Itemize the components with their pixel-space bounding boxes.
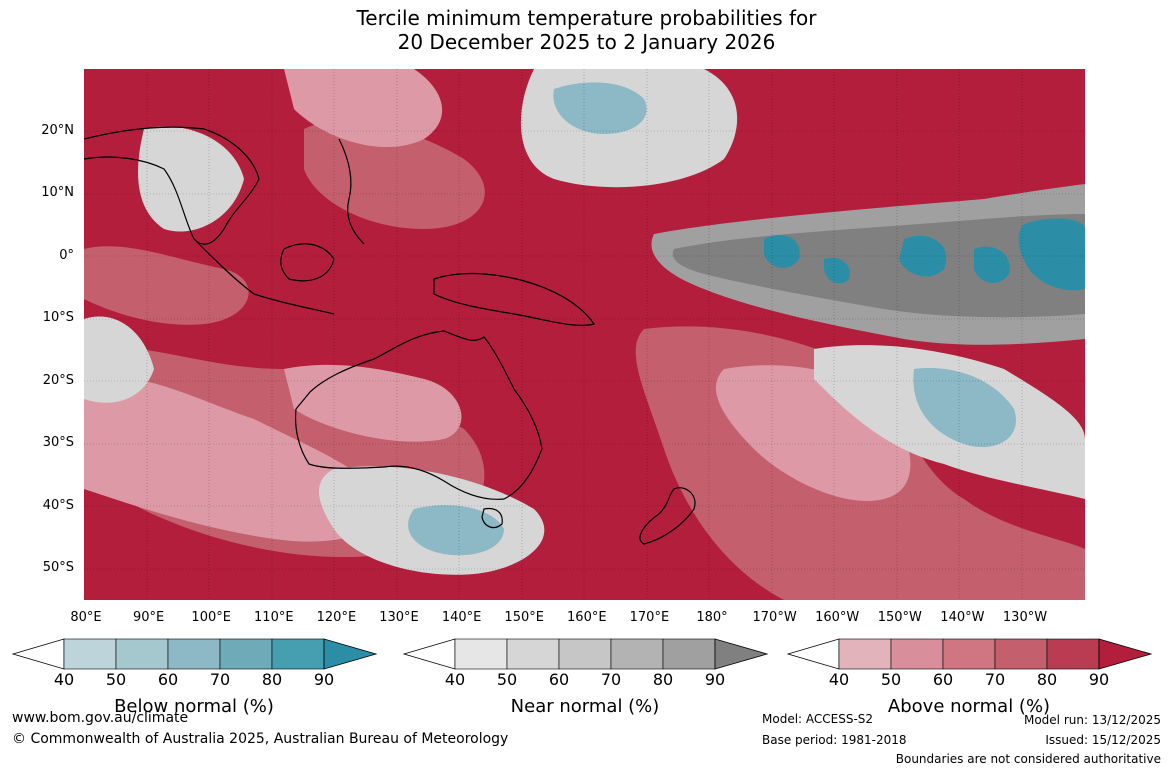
longitude-label: 110°E (254, 610, 294, 625)
colorbar (403, 638, 769, 670)
colorbar (787, 638, 1153, 670)
colorbar-segment (1046, 638, 1100, 670)
colorbar-low-extension (403, 638, 456, 670)
se-asia-coastline (84, 126, 260, 245)
colorbar-segment (662, 638, 716, 670)
colorbar-segment (838, 638, 892, 670)
latitude-label: 30°S (42, 435, 74, 450)
colorbar-segment (271, 638, 325, 670)
colorbar-tick-label: 80 (1036, 670, 1058, 689)
longitude-label: 170°W (752, 610, 797, 625)
colorbar-tick-label: 90 (704, 670, 726, 689)
longitude-label: 180° (696, 610, 728, 625)
colorbar-tick-label: 80 (652, 670, 674, 689)
colorbar-tick-label: 90 (1088, 670, 1110, 689)
colorbar-title: Above normal (%) (887, 696, 1051, 717)
footer-issued: Issued: 15/12/2025 (1045, 733, 1161, 747)
colorbar-segment (115, 638, 169, 670)
colorbar-segment (454, 638, 508, 670)
longitude-label: 160°E (567, 610, 607, 625)
australia-coastline (294, 330, 543, 500)
longitude-label: 120°E (316, 610, 357, 625)
latitude-label: 50°S (42, 560, 74, 575)
coastlines (84, 126, 696, 545)
longitude-label: 170°E (629, 610, 670, 625)
latitude-label: 10°N (41, 185, 74, 200)
colorbar-segment (63, 638, 117, 670)
colorbar-tick-label: 50 (880, 670, 902, 689)
longitude-label: 130°E (379, 610, 419, 625)
latitude-label: 20°S (42, 373, 74, 388)
colorbar-tick-label: 40 (53, 670, 75, 689)
colorbar-tick-label: 90 (313, 670, 335, 689)
colorbar-segment (167, 638, 221, 670)
longitude-label: 90°E (132, 610, 165, 625)
new-zealand-coastline (639, 487, 696, 545)
longitude-label: 100°E (191, 610, 231, 625)
tasmania-coastline (481, 507, 503, 529)
colorbar-segment (942, 638, 996, 670)
philippines-coastline (338, 138, 365, 245)
colorbar-low-extension (12, 638, 65, 670)
colorbar-tick-label: 60 (548, 670, 570, 689)
colorbar-tick-label: 40 (444, 670, 466, 689)
colorbar-high-extension (714, 638, 769, 670)
footer-url: www.bom.gov.au/climate (12, 710, 189, 726)
colorbar-tick-label: 80 (261, 670, 283, 689)
graticule (84, 69, 1085, 600)
colorbar-high-extension (323, 638, 378, 670)
below-normal-strong-regions (764, 218, 1085, 291)
new-guinea-coastline (433, 272, 595, 326)
colorbar-tick-label: 60 (932, 670, 954, 689)
latitude-label: 20°N (41, 123, 74, 138)
map-title-line2: 20 December 2025 to 2 January 2026 (397, 30, 776, 54)
colorbar-tick-label: 40 (828, 670, 850, 689)
longitude-label: 150°W (877, 610, 922, 625)
longitude-label: 130°W (1002, 610, 1048, 625)
colorbar-tick-label: 70 (984, 670, 1006, 689)
colorbar-title: Below normal (%) (114, 696, 274, 717)
footer-base-period: Base period: 1981-2018 (762, 733, 907, 747)
colorbar-high-extension (1098, 638, 1153, 670)
longitude-label: 80°E (70, 610, 102, 625)
latitude-label: 40°S (42, 498, 74, 513)
colorbar-segment (890, 638, 944, 670)
colorbar (12, 638, 378, 670)
colorbar-segment (506, 638, 560, 670)
borneo-coastline (280, 243, 335, 282)
sumatra-java-coastline (193, 238, 335, 315)
footer-copyright: © Commonwealth of Australia 2025, Austra… (12, 731, 509, 747)
longitude-label: 160°W (815, 610, 860, 625)
colorbar-segment (558, 638, 612, 670)
colorbar-tick-label: 70 (600, 670, 622, 689)
colorbar-tick-label: 50 (496, 670, 518, 689)
below-normal-regions (408, 82, 1016, 556)
footer-model-run: Model run: 13/12/2025 (1023, 713, 1161, 727)
colorbar-tick-label: 70 (209, 670, 231, 689)
longitude-label: 150°E (504, 610, 544, 625)
colorbar-tick-label: 50 (105, 670, 127, 689)
latitude-label: 0° (59, 248, 74, 263)
colorbar-low-extension (787, 638, 840, 670)
footer-model: Model: ACCESS-S2 (762, 712, 874, 726)
footer-disclaimer: Boundaries are not considered authoritat… (895, 752, 1161, 766)
longitude-label: 140°W (940, 610, 985, 625)
colorbar-segment (610, 638, 664, 670)
probability-map (84, 69, 1085, 600)
colorbar-segment (219, 638, 273, 670)
colorbar-title: Near normal (%) (510, 696, 660, 717)
map-title-line1: Tercile minimum temperature probabilitie… (356, 6, 817, 30)
colorbar-tick-label: 60 (157, 670, 179, 689)
longitude-label: 140°E (441, 610, 482, 625)
colorbar-segment (994, 638, 1048, 670)
latitude-label: 10°S (42, 310, 74, 325)
